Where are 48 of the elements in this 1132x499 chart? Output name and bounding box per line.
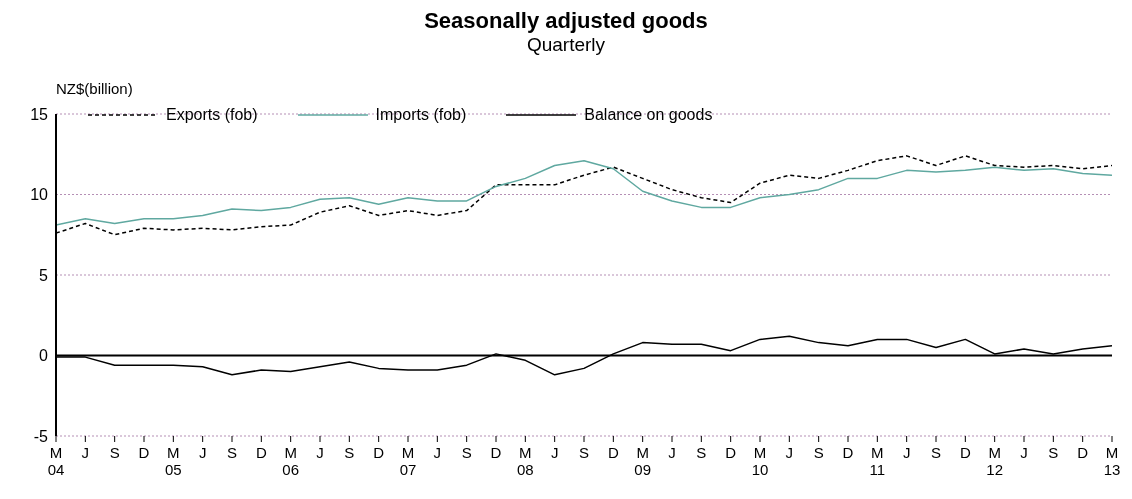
- x-tick-label: M 12: [986, 444, 1004, 478]
- chart-subtitle: Quarterly: [525, 34, 607, 56]
- x-tick-label: D: [1077, 444, 1089, 461]
- y-tick-label: 5: [39, 266, 49, 284]
- x-tick-label: D: [607, 444, 619, 461]
- x-tick-label: D: [725, 444, 737, 461]
- y-tick-label: 10: [30, 186, 49, 204]
- x-tick-label: M 04: [47, 444, 65, 478]
- x-tick-label: J: [785, 444, 794, 461]
- x-tick-label: S: [813, 444, 824, 461]
- x-tick-label: M 05: [164, 444, 182, 478]
- x-tick-label: J: [198, 444, 207, 461]
- x-tick-label: J: [433, 444, 442, 461]
- x-tick-label: S: [109, 444, 120, 461]
- chart-title: Seasonally adjusted goods: [423, 8, 709, 34]
- x-tick-label: M 06: [282, 444, 300, 478]
- y-axis-title: NZ$(billion): [56, 80, 133, 97]
- x-tick-label: M 07: [399, 444, 417, 478]
- x-tick-label: S: [344, 444, 355, 461]
- x-tick-label: J: [550, 444, 559, 461]
- x-tick-label: S: [226, 444, 238, 461]
- x-tick-label: S: [930, 444, 942, 461]
- x-tick-label: M 10: [751, 444, 769, 478]
- x-tick-label: J: [81, 444, 90, 461]
- legend-label: Imports (fob): [375, 106, 467, 124]
- legend-label: Balance on goods: [584, 106, 713, 124]
- x-tick-label: S: [578, 444, 590, 461]
- x-tick-label: J: [668, 444, 676, 461]
- y-tick-label: -5: [33, 427, 49, 445]
- x-tick-label: D: [490, 444, 502, 461]
- x-tick-label: M 09: [634, 444, 652, 478]
- x-tick-label: D: [255, 444, 267, 461]
- x-tick-label: J: [1020, 444, 1028, 461]
- x-tick-label: M 08: [516, 444, 534, 478]
- x-tick-label: M 13: [1103, 444, 1121, 478]
- x-tick-label: D: [373, 444, 385, 461]
- x-tick-label: S: [461, 444, 472, 461]
- x-tick-label: M 11: [869, 444, 886, 478]
- x-tick-label: S: [696, 444, 707, 461]
- y-tick-label: 0: [39, 347, 49, 365]
- x-tick-label: J: [316, 444, 324, 461]
- x-tick-label: D: [842, 444, 854, 461]
- x-tick-label: D: [959, 444, 971, 461]
- x-tick-label: S: [1048, 444, 1059, 461]
- legend-label: Exports (fob): [166, 106, 258, 124]
- x-tick-label: J: [902, 444, 911, 461]
- y-tick-label: 15: [30, 105, 49, 123]
- x-tick-label: D: [138, 444, 150, 461]
